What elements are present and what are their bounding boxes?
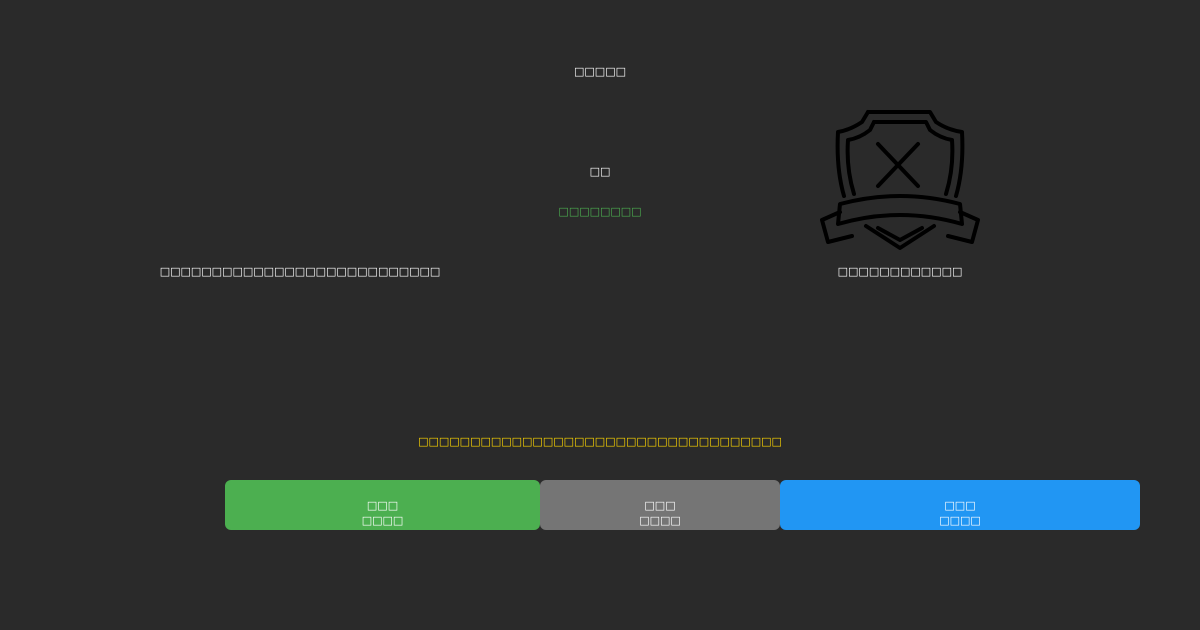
shield-x-ribbon-icon xyxy=(820,110,980,250)
button-line-2: □□□□ xyxy=(639,514,681,527)
tertiary-action-button[interactable]: □□□ □□□□ xyxy=(780,480,1140,530)
button-line-2: □□□□ xyxy=(939,514,981,527)
status-label: □□ xyxy=(589,165,611,178)
button-line-1: □□□ xyxy=(944,499,976,512)
status-value: □□□□□□□□ xyxy=(558,205,642,218)
page-title: □□□□□ xyxy=(574,65,626,78)
button-line-1: □□□ xyxy=(644,499,676,512)
secondary-action-button[interactable]: □□□ □□□□ xyxy=(540,480,780,530)
left-message: □□□□□□□□□□□□□□□□□□□□□□□□□□□ xyxy=(159,265,441,278)
button-line-2: □□□□ xyxy=(361,514,404,527)
badge-caption: □□□□□□□□□□□□ xyxy=(837,265,963,278)
warning-text: □□□□□□□□□□□□□□□□□□□□□□□□□□□□□□□□□□□ xyxy=(418,435,782,448)
button-line-1: □□□ xyxy=(366,499,399,512)
primary-action-button[interactable]: □□□ □□□□ xyxy=(225,480,540,530)
